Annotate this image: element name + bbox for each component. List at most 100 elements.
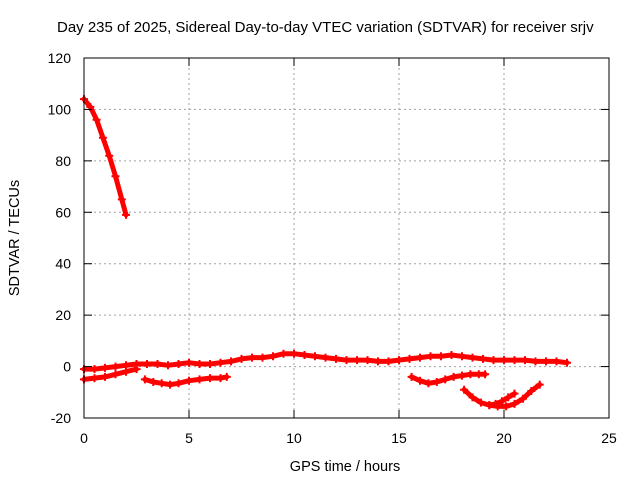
data-point [460, 385, 469, 394]
data-point [122, 367, 130, 376]
series-arc-6-line [461, 382, 543, 409]
data-point [195, 360, 204, 368]
y-axis-label: SDTVAR / TECUs [7, 180, 23, 296]
tick-layer: 0 5 10 15 20 25 -20 0 20 40 60 80 100 120 [48, 50, 617, 446]
data-point [222, 372, 231, 381]
data-point [227, 357, 235, 366]
x-tick-label: 15 [391, 430, 407, 446]
data-point [143, 360, 151, 368]
x-tick-label: 10 [286, 430, 302, 446]
data-point [279, 349, 288, 358]
y-tick-label: 80 [55, 153, 71, 169]
data-point [510, 399, 519, 408]
x-tick-label: 5 [185, 430, 193, 446]
data-point [416, 353, 424, 362]
data-point [117, 195, 126, 204]
data-point [332, 354, 340, 363]
y-tick-label: 0 [63, 359, 71, 375]
data-point [206, 360, 214, 368]
data-point [111, 370, 120, 379]
data-point [542, 357, 550, 366]
data-point [353, 356, 361, 365]
data-point [481, 370, 490, 379]
data-point [468, 393, 477, 402]
data-point [497, 397, 506, 406]
chart-title: Day 235 of 2025, Sidereal Day-to-day VTE… [57, 19, 594, 36]
data-point [140, 375, 149, 384]
data-point [374, 357, 382, 366]
y-tick-label: 20 [55, 307, 71, 323]
data-point [132, 365, 141, 374]
data-point [510, 356, 519, 365]
data-point [111, 362, 120, 371]
data-point [101, 363, 109, 372]
data-layer [80, 95, 571, 411]
data-point [518, 394, 527, 403]
data-point [185, 376, 193, 385]
data-point [122, 210, 130, 219]
data-point [502, 402, 511, 411]
data-point [521, 356, 529, 365]
y-tick-label: -20 [51, 410, 71, 426]
data-point [111, 172, 120, 181]
data-point [157, 379, 166, 388]
data-point [432, 378, 441, 386]
data-point [527, 387, 536, 395]
data-point [174, 360, 183, 368]
data-point [311, 352, 319, 361]
x-tick-label: 0 [80, 430, 88, 446]
y-tick-label: 120 [48, 50, 72, 66]
data-point [447, 351, 456, 359]
data-point [258, 353, 267, 362]
data-point [90, 374, 99, 383]
data-point [407, 372, 416, 381]
data-point [149, 378, 158, 386]
data-point [441, 375, 450, 384]
data-point [437, 352, 445, 361]
data-point [216, 374, 225, 383]
data-point [153, 360, 162, 368]
data-point [166, 380, 175, 389]
data-point [216, 358, 225, 367]
y-tick-label: 60 [55, 204, 71, 220]
data-point [384, 357, 393, 366]
data-point [479, 354, 487, 363]
data-point [466, 370, 475, 379]
data-point [500, 356, 508, 365]
y-tick-label: 100 [48, 101, 72, 117]
data-point [105, 151, 114, 160]
data-point [489, 356, 498, 365]
data-point [185, 358, 193, 367]
data-point [195, 375, 204, 384]
data-point [416, 376, 424, 385]
y-tick-label: 40 [55, 256, 71, 272]
data-point [269, 352, 277, 361]
x-tick-label: 20 [496, 430, 512, 446]
series-arc-5-line [409, 371, 488, 386]
data-point [248, 353, 256, 362]
data-point [101, 372, 109, 381]
data-point [424, 379, 433, 388]
series-arc-4-line [142, 374, 230, 388]
x-axis-label: GPS time / hours [290, 459, 400, 475]
data-point [405, 354, 414, 363]
data-point [342, 356, 351, 365]
data-point [90, 365, 99, 374]
data-point [552, 357, 561, 366]
data-point [164, 361, 172, 370]
data-point [395, 356, 403, 365]
data-point [321, 353, 330, 362]
data-point [458, 371, 466, 380]
data-point [531, 357, 540, 366]
data-point [449, 372, 458, 381]
data-point [535, 380, 544, 389]
data-point [98, 133, 107, 142]
plot-frame [83, 57, 610, 419]
data-point [363, 356, 372, 365]
data-point [491, 399, 500, 408]
data-point [485, 401, 494, 410]
data-point [476, 398, 485, 407]
data-point [426, 352, 435, 361]
